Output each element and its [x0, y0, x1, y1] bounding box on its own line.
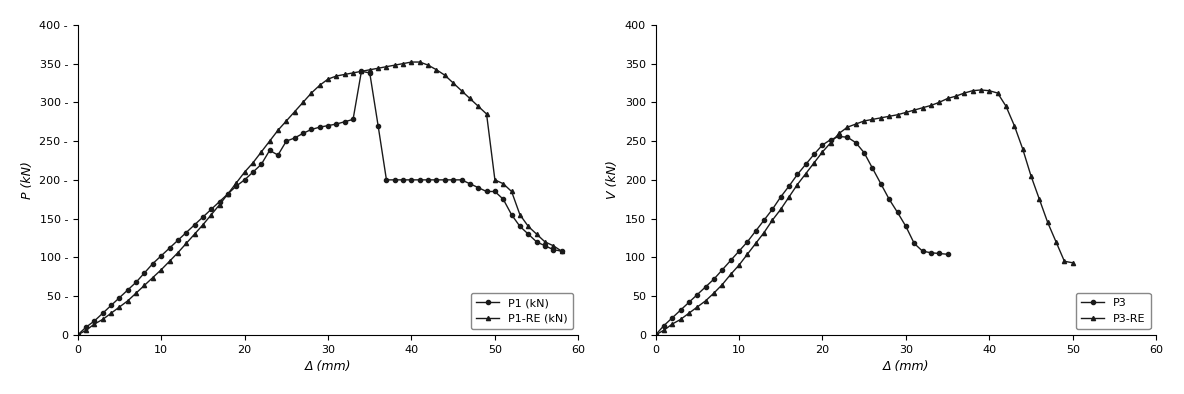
P3-RE: [773, 207, 787, 212]
P3: [824, 137, 838, 142]
P1-RE (kN): [121, 298, 135, 303]
P3: [866, 166, 880, 171]
P3-RE: [974, 87, 989, 92]
P3: [723, 258, 738, 263]
P3: [816, 143, 830, 147]
P3: [657, 323, 671, 328]
P3: [773, 195, 787, 199]
P1-RE (kN): [321, 77, 335, 82]
P3: [882, 197, 896, 202]
P3: [699, 284, 713, 289]
Line: P3-RE: P3-RE: [654, 88, 1075, 337]
P3: [857, 151, 871, 155]
P3-RE: [1057, 259, 1072, 264]
P1 (kN): [88, 319, 102, 323]
P1-RE (kN): [71, 333, 85, 337]
P1 (kN): [554, 249, 568, 253]
P3: [849, 140, 863, 145]
P3: [832, 134, 847, 139]
P3-RE: [924, 103, 938, 108]
P3: [807, 152, 822, 157]
P1 (kN): [71, 333, 85, 337]
P3: [757, 218, 771, 223]
P3: [707, 277, 721, 281]
Legend: P3, P3-RE: P3, P3-RE: [1076, 293, 1151, 329]
P1 (kN): [321, 123, 335, 128]
P1 (kN): [146, 261, 160, 266]
P3: [907, 241, 921, 246]
Y-axis label: P (kN): P (kN): [21, 161, 34, 199]
P1 (kN): [121, 288, 135, 292]
P1-RE (kN): [195, 223, 210, 227]
X-axis label: Δ (mm): Δ (mm): [882, 360, 929, 373]
P3: [674, 308, 688, 312]
P3: [748, 229, 762, 233]
P3: [932, 251, 946, 256]
P1-RE (kN): [554, 249, 568, 253]
P1 (kN): [354, 69, 368, 74]
P3: [890, 210, 905, 215]
P3-RE: [781, 195, 796, 199]
P3: [799, 162, 813, 167]
P3: [790, 172, 804, 177]
Y-axis label: V (kN): V (kN): [606, 160, 619, 199]
P1 (kN): [195, 215, 210, 219]
P1-RE (kN): [430, 67, 444, 72]
P3-RE: [1066, 260, 1080, 265]
Line: P1-RE (kN): P1-RE (kN): [76, 60, 564, 337]
P1-RE (kN): [88, 322, 102, 326]
P3: [690, 292, 704, 297]
P3-RE: [740, 252, 754, 256]
P3: [649, 333, 663, 337]
P1-RE (kN): [405, 59, 419, 64]
P3: [740, 240, 754, 244]
P3-RE: [948, 94, 963, 98]
P3: [665, 316, 680, 320]
P3-RE: [649, 333, 663, 337]
Line: P1 (kN): P1 (kN): [76, 69, 564, 337]
P3: [732, 249, 746, 253]
P1-RE (kN): [146, 275, 160, 280]
P3: [915, 249, 929, 253]
Legend: P1 (kN), P1-RE (kN): P1 (kN), P1-RE (kN): [471, 293, 573, 329]
X-axis label: Δ (mm): Δ (mm): [304, 360, 352, 373]
P3: [781, 184, 796, 188]
P3: [874, 181, 888, 186]
Line: P3: P3: [654, 134, 950, 337]
P3: [682, 300, 696, 305]
P3: [940, 252, 954, 256]
P1 (kN): [430, 178, 444, 182]
P3: [899, 224, 913, 229]
P3: [841, 135, 855, 139]
P3: [715, 268, 729, 272]
P3: [924, 250, 938, 255]
P3: [765, 207, 779, 212]
